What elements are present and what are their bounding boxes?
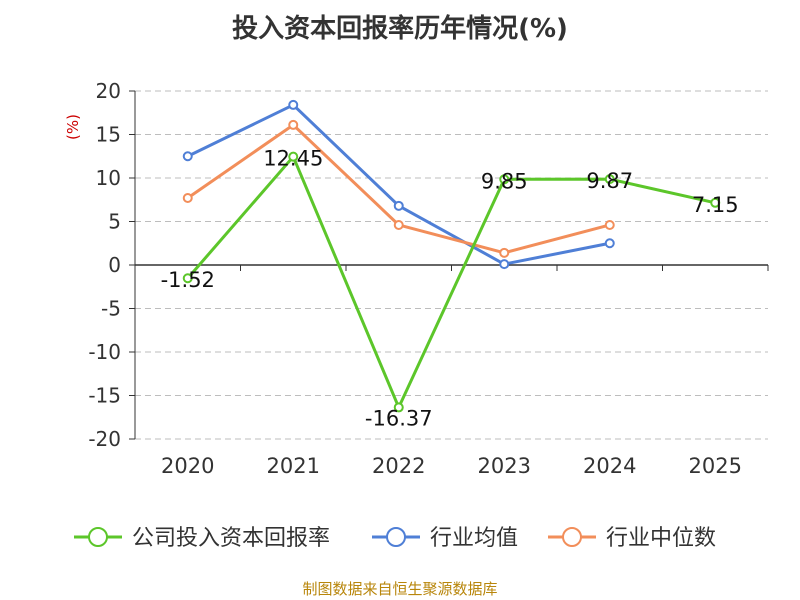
- x-tick-label: 2023: [478, 454, 531, 478]
- data-point: [604, 174, 615, 185]
- series-line: [186, 155, 716, 409]
- data-point: [182, 273, 193, 284]
- x-tick-label: 2021: [267, 454, 320, 478]
- data-point: [604, 219, 615, 230]
- data-point: [499, 259, 510, 270]
- data-point: [604, 238, 615, 249]
- source-note: 制图数据来自恒生聚源数据库: [302, 580, 498, 598]
- y-tick-label: -20: [88, 427, 121, 451]
- legend-swatch-marker: [386, 527, 406, 547]
- data-point: [288, 151, 299, 162]
- y-tick-label: 15: [96, 123, 121, 147]
- series-line: [186, 123, 611, 255]
- data-point: [499, 174, 510, 185]
- y-tick-label: -10: [88, 340, 121, 364]
- y-axis-unit-label: (%): [64, 114, 82, 140]
- data-label: 9.87: [586, 169, 633, 193]
- legend-label: 行业均值: [430, 526, 518, 551]
- axis-layer: 20 15 10 5 0 -5 -10 -15 -20 2020 2021 2022 2023 2024 2…: [88, 79, 769, 478]
- legend-swatch-marker: [88, 527, 108, 547]
- data-label: -16.37: [365, 406, 433, 430]
- x-tick-label: 2020: [161, 454, 214, 478]
- data-point: [393, 200, 404, 211]
- legend-label: 公司投入资本回报率: [132, 526, 330, 551]
- data-label: 7.15: [692, 193, 739, 217]
- y-tick-label: -5: [101, 297, 121, 321]
- data-point: [393, 402, 404, 413]
- legend-label: 行业中位数: [606, 526, 716, 551]
- legend-swatch-marker: [562, 527, 582, 547]
- data-label-layer: -1.52 12.45 -16.37 9.85 9.87 7.15: [161, 147, 739, 431]
- data-point: [182, 151, 193, 162]
- data-point: [393, 219, 404, 230]
- chart-title: 投入资本回报率历年情况(%): [232, 14, 568, 44]
- data-label: 12.45: [263, 147, 323, 171]
- data-point: [499, 247, 510, 258]
- x-tick-label: 2024: [583, 454, 636, 478]
- x-tick-label: 2022: [372, 454, 425, 478]
- y-tick-label: 0: [108, 253, 121, 277]
- data-point: [182, 193, 193, 204]
- x-tick-label: 2025: [689, 454, 742, 478]
- y-tick-label: 5: [108, 210, 121, 234]
- data-point: [288, 119, 299, 130]
- y-tick-label: 20: [96, 79, 121, 103]
- y-tick-label: 10: [96, 166, 121, 190]
- data-point: [288, 99, 299, 110]
- legend: 公司投入资本回报率 行业均值 行业中位数: [74, 526, 716, 551]
- data-label: 9.85: [481, 169, 528, 193]
- grid-layer: [135, 90, 768, 440]
- data-point: [710, 197, 721, 208]
- y-tick-label: -15: [88, 384, 121, 408]
- data-label: -1.52: [161, 268, 215, 292]
- series-layer: [182, 99, 721, 413]
